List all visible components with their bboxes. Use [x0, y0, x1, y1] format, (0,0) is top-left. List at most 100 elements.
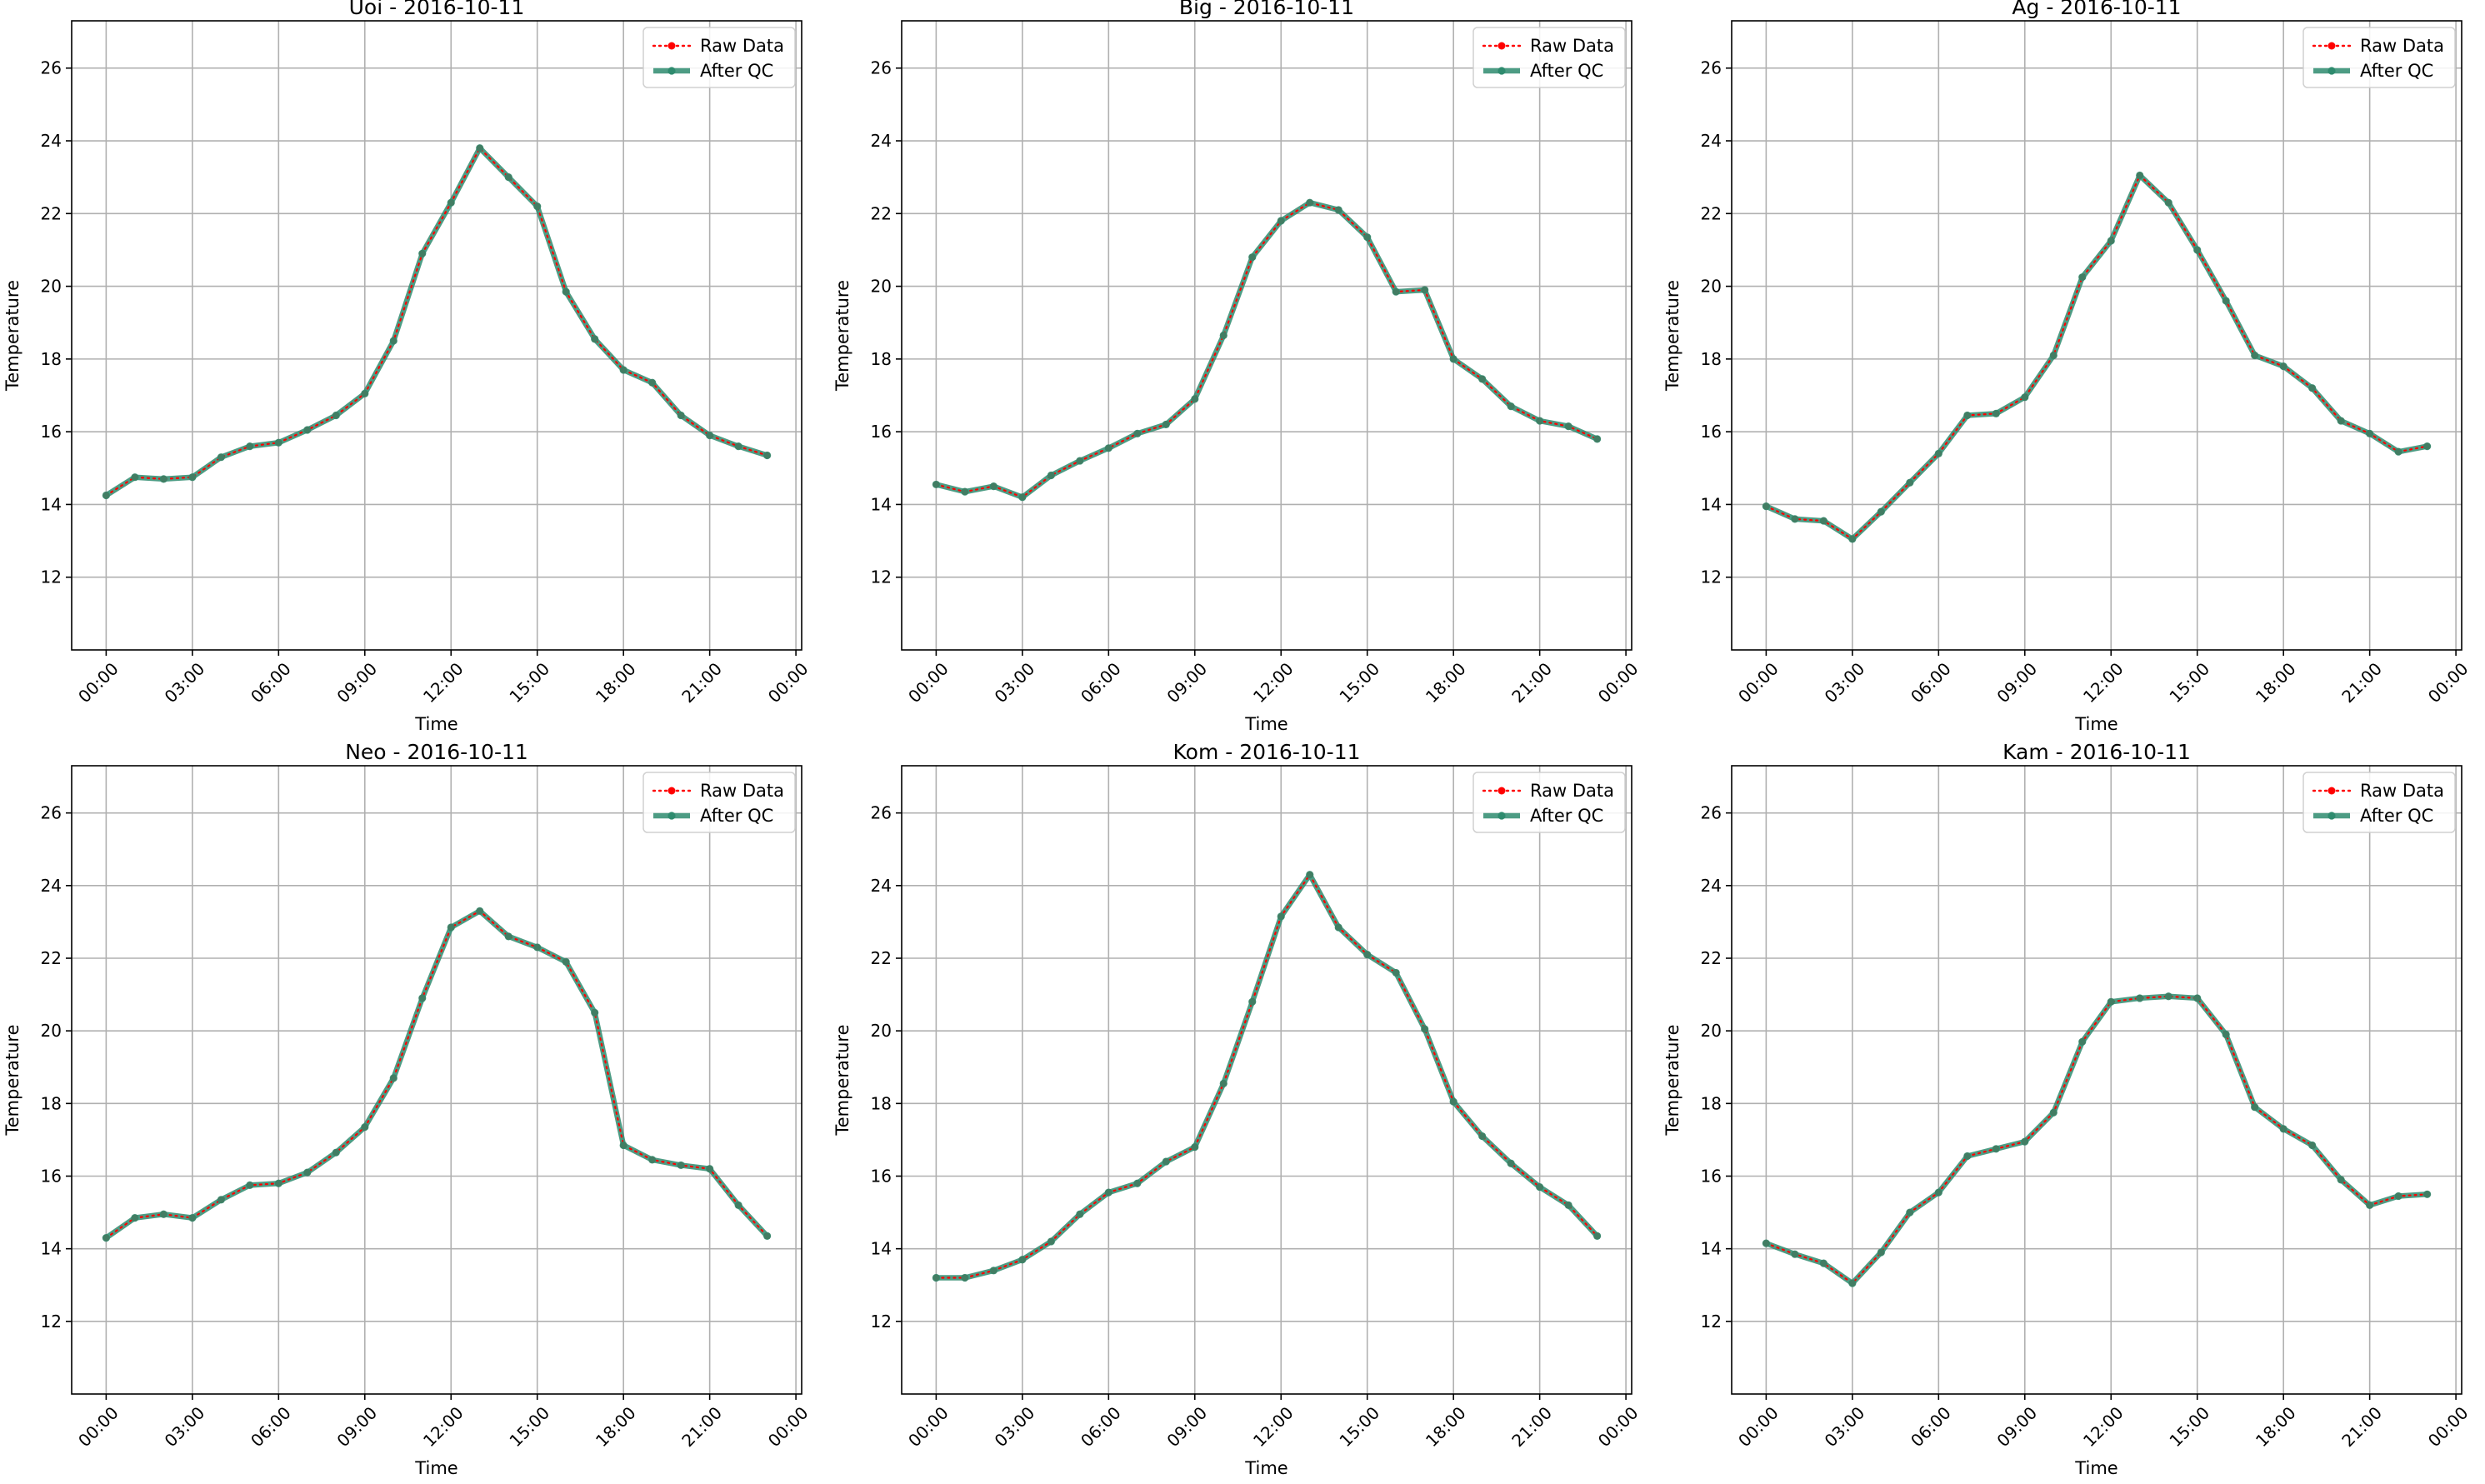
data-point-after-qc	[1306, 198, 1314, 207]
data-point-after-qc	[274, 438, 282, 447]
y-axis-label: Temperature	[1662, 1024, 1682, 1136]
chart-title: Uoi - 2016-10-11	[349, 0, 525, 19]
y-tick-label: 18	[41, 1093, 62, 1113]
y-axis-label: Temperature	[1662, 280, 1682, 392]
axes-frame	[71, 765, 802, 1395]
data-point-after-qc	[2136, 171, 2144, 180]
legend: Raw Data After QC	[1472, 27, 1626, 88]
data-point-after-qc	[1478, 375, 1487, 383]
data-point-after-qc	[1992, 409, 2000, 417]
data-point-after-qc	[1277, 912, 1285, 921]
legend-label-raw-data: Raw Data	[700, 781, 784, 801]
data-point-after-qc	[332, 1148, 340, 1157]
y-tick-label: 26	[41, 803, 62, 823]
data-point-after-qc	[1877, 1248, 1885, 1257]
data-point-after-qc	[2021, 1137, 2029, 1146]
data-point-after-qc	[648, 378, 657, 387]
data-point-after-qc	[2366, 429, 2374, 437]
y-tick-label: 16	[1701, 1166, 1722, 1186]
y-tick-label: 22	[871, 948, 892, 968]
data-point-after-qc	[1018, 493, 1027, 502]
data-point-after-qc	[1791, 515, 1799, 523]
data-point-after-qc	[361, 389, 369, 397]
data-point-after-qc	[361, 1123, 369, 1132]
data-point-after-qc	[1906, 1208, 1914, 1217]
data-point-after-qc	[2394, 447, 2402, 456]
data-point-after-qc	[2136, 994, 2144, 1002]
data-point-after-qc	[447, 198, 455, 207]
data-point-after-qc	[1133, 1179, 1142, 1187]
y-tick-label: 22	[41, 948, 62, 968]
data-point-after-qc	[1848, 1279, 1857, 1287]
data-point-after-qc	[734, 442, 742, 451]
y-tick-label: 16	[1701, 422, 1722, 442]
data-point-after-qc	[1507, 1159, 1515, 1167]
data-point-after-qc	[246, 1181, 254, 1189]
x-axis-label: Time	[2074, 1458, 2118, 1478]
data-point-after-qc	[2366, 1201, 2374, 1209]
chart-title: Big - 2016-10-11	[1179, 0, 1354, 19]
data-point-after-qc	[1219, 1079, 1228, 1087]
data-point-after-qc	[217, 453, 225, 462]
data-point-after-qc	[533, 202, 542, 211]
data-point-after-qc	[332, 411, 340, 420]
x-axis-label: Time	[1244, 1458, 1288, 1478]
data-point-after-qc	[188, 1214, 197, 1222]
data-point-after-qc	[1791, 1250, 1799, 1258]
y-tick-label: 26	[871, 803, 892, 823]
y-tick-label: 22	[1701, 948, 1722, 968]
data-point-after-qc	[1762, 502, 1770, 511]
data-point-after-qc	[989, 482, 998, 491]
y-tick-label: 18	[871, 349, 892, 369]
data-point-after-qc	[1449, 355, 1458, 363]
legend-marker-after-qc	[668, 67, 676, 75]
data-point-after-qc	[2251, 1103, 2259, 1112]
y-tick-label: 18	[1701, 1093, 1722, 1113]
data-point-after-qc	[1564, 1201, 1572, 1209]
legend-label-after-qc: After QC	[1530, 806, 1603, 826]
y-tick-label: 18	[871, 1093, 892, 1113]
y-tick-label: 16	[41, 1166, 62, 1186]
data-point-after-qc	[2049, 351, 2058, 360]
data-point-after-qc	[2193, 246, 2202, 254]
axes-frame	[1731, 20, 2462, 651]
y-tick-label: 14	[871, 494, 892, 514]
data-point-after-qc	[1334, 923, 1342, 932]
series-line-after-qc	[1765, 172, 2428, 542]
data-point-after-qc	[2251, 351, 2259, 360]
data-point-after-qc	[2308, 384, 2317, 392]
data-point-after-qc	[706, 431, 714, 440]
data-point-after-qc	[131, 473, 139, 482]
data-point-after-qc	[1104, 1188, 1112, 1197]
y-tick-label: 24	[1701, 876, 1722, 896]
data-point-after-qc	[1076, 1210, 1084, 1218]
y-tick-label: 16	[871, 422, 892, 442]
legend-label-raw-data: Raw Data	[1530, 36, 1614, 56]
x-axis-label: Time	[414, 1458, 458, 1478]
y-tick-label: 14	[871, 1239, 892, 1259]
legend-label-after-qc: After QC	[1530, 61, 1603, 81]
data-point-after-qc	[619, 366, 628, 374]
y-tick-label: 20	[871, 277, 892, 297]
x-axis-label: Time	[1244, 714, 1288, 734]
data-point-after-qc	[504, 932, 512, 941]
x-axis-label: Time	[2074, 714, 2118, 734]
y-tick-label: 12	[871, 1312, 892, 1332]
legend-label-after-qc: After QC	[700, 61, 773, 81]
data-point-after-qc	[1934, 449, 1942, 457]
data-point-after-qc	[989, 1267, 998, 1275]
data-point-after-qc	[2423, 1190, 2432, 1198]
data-point-after-qc	[1848, 535, 1857, 543]
series-line-raw-data	[105, 909, 768, 1239]
axes-frame	[901, 765, 1632, 1395]
y-tick-label: 12	[871, 567, 892, 587]
data-point-after-qc	[2279, 362, 2288, 371]
data-point-after-qc	[1906, 478, 1914, 487]
data-point-after-qc	[447, 923, 455, 932]
y-axis-label: Temperature	[832, 280, 852, 392]
data-point-after-qc	[303, 1168, 312, 1177]
legend-label-after-qc: After QC	[2360, 806, 2433, 826]
data-point-after-qc	[1363, 951, 1372, 959]
y-tick-label: 20	[871, 1021, 892, 1041]
